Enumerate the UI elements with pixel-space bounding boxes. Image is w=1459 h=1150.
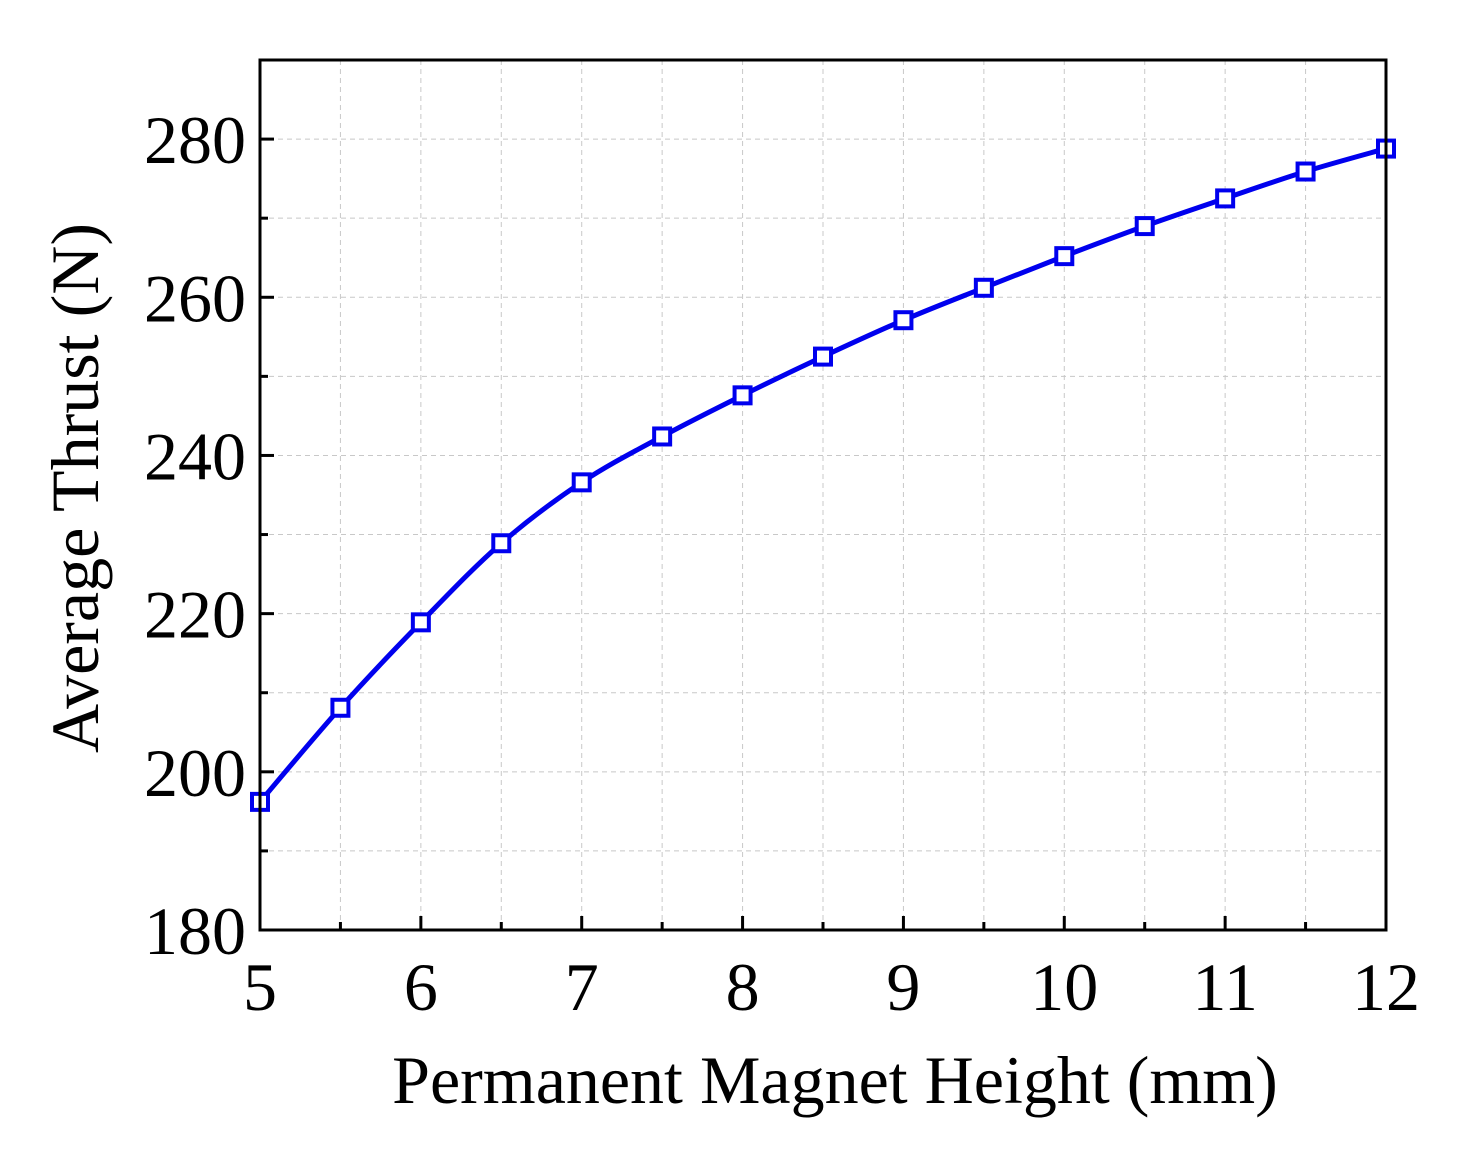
y-tick-label: 200: [144, 735, 246, 811]
axis-ticks: [258, 58, 1388, 932]
data-point-marker: [652, 426, 673, 447]
data-point-marker: [1295, 161, 1316, 182]
x-tick-label: 8: [726, 949, 760, 1025]
y-axis-title: Average Thrust (N): [37, 223, 113, 753]
y-tick-label: 280: [144, 102, 246, 178]
data-point-marker: [732, 385, 753, 406]
y-tick-label: 260: [144, 260, 246, 336]
x-tick-label: 12: [1352, 949, 1420, 1025]
data-point-marker: [1134, 216, 1155, 237]
data-series: [250, 138, 1396, 812]
x-tick-label: 9: [886, 949, 920, 1025]
y-tick-label: 180: [144, 893, 246, 969]
data-point-marker: [1054, 246, 1075, 267]
data-point-marker: [1215, 188, 1236, 209]
x-tick-label: 11: [1192, 949, 1257, 1025]
x-tick-label: 6: [404, 949, 438, 1025]
data-point-marker: [491, 533, 512, 554]
data-point-marker: [893, 310, 914, 331]
data-point-marker: [571, 472, 592, 493]
y-tick-labels: 180 200 220 240 260 280: [144, 102, 246, 969]
data-point-marker: [330, 697, 351, 718]
data-point-marker: [410, 612, 431, 633]
x-tick-label: 7: [565, 949, 599, 1025]
x-tick-label: 5: [243, 949, 277, 1025]
y-tick-label: 220: [144, 577, 246, 653]
x-axis-title: Permanent Magnet Height (mm): [392, 1042, 1278, 1118]
x-tick-labels: 5 6 7 8 9 10 11 12: [243, 949, 1420, 1025]
data-point-marker: [813, 346, 833, 367]
data-point-marker: [973, 277, 994, 298]
x-tick-label: 10: [1030, 949, 1098, 1025]
y-tick-label: 240: [144, 418, 246, 494]
